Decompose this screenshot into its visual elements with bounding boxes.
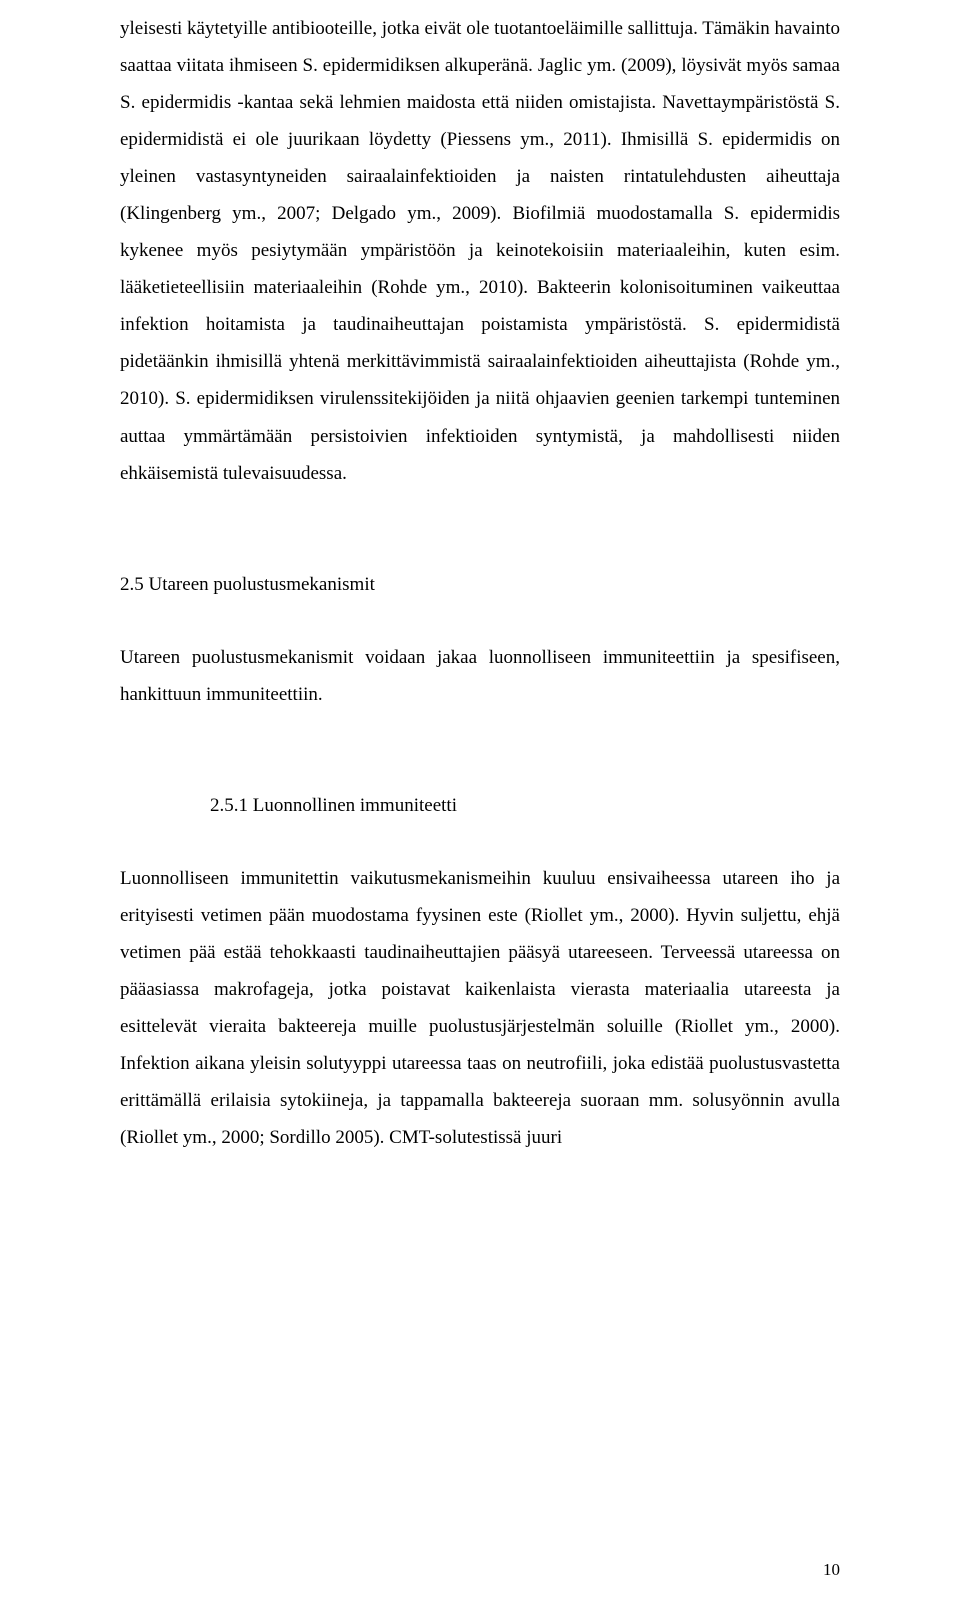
heading-2-5: 2.5 Utareen puolustusmekanismit (120, 566, 840, 603)
paragraph-3: Luonnolliseen immunitettin vaikutusmekan… (120, 860, 840, 1156)
spacer (120, 492, 840, 566)
paragraph-1: yleisesti käytetyille antibiooteille, jo… (120, 10, 840, 492)
spacer (120, 713, 840, 787)
paragraph-2: Utareen puolustusmekanismit voidaan jaka… (120, 639, 840, 713)
heading-2-5-1: 2.5.1 Luonnollinen immuniteetti (120, 787, 840, 824)
spacer (120, 603, 840, 639)
page-number: 10 (823, 1560, 840, 1580)
page: yleisesti käytetyille antibiooteille, jo… (0, 0, 960, 1610)
spacer (120, 824, 840, 860)
